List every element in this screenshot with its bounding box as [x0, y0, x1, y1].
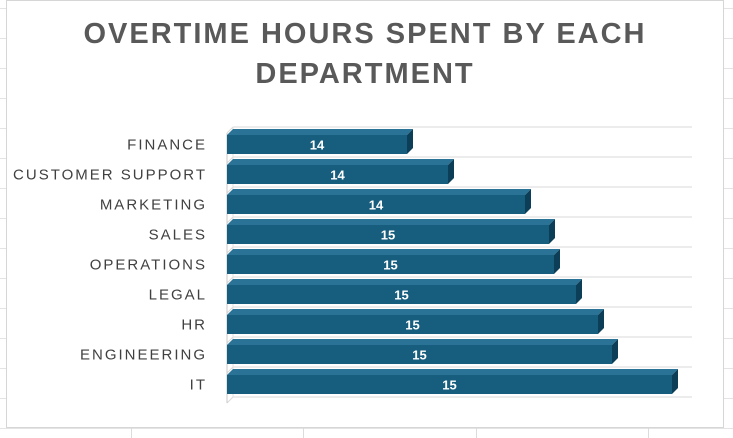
- category-label: MARKETING: [100, 197, 207, 214]
- bar-front-face: [227, 135, 407, 154]
- gridline-depth: [226, 246, 234, 254]
- bar-top-face: [227, 159, 454, 165]
- data-label: 15: [405, 318, 419, 333]
- category-label: CUSTOMER SUPPORT: [13, 167, 207, 184]
- category-labels: FINANCE CUSTOMER SUPPORT MARKETING SALES OPE…: [13, 137, 207, 394]
- bar-customer-support[interactable]: 14: [227, 159, 454, 184]
- bar-top-face: [227, 219, 555, 225]
- chart-title-line-2: DEPARTMENT: [255, 58, 475, 90]
- bar-top-face: [227, 369, 678, 375]
- gridline-depth: [226, 156, 234, 164]
- data-label: 14: [330, 168, 345, 183]
- category-label: SALES: [149, 227, 207, 244]
- bar-front-face: [227, 345, 612, 364]
- bar-top-face: [227, 189, 531, 195]
- horizontal-gridlines: [226, 126, 692, 404]
- chart-title: OVERTIME HOURS SPENT BY EACH DEPARTMENT: [6, 14, 724, 94]
- bar-front-face: [227, 195, 525, 214]
- gridline-depth: [226, 336, 234, 344]
- gridline-depth: [226, 366, 234, 374]
- category-label: ENGINEERING: [80, 347, 207, 364]
- bar-end-face: [554, 249, 560, 274]
- gridline-depth: [226, 276, 234, 284]
- gridline-depth: [226, 186, 234, 194]
- spreadsheet-column-divider: [303, 428, 304, 438]
- data-label: 15: [442, 378, 456, 393]
- data-label: 14: [369, 198, 384, 213]
- bar-end-face: [549, 219, 555, 244]
- category-label: LEGAL: [149, 287, 207, 304]
- bar-front-face: [227, 315, 598, 334]
- bar-end-face: [612, 339, 618, 364]
- bar-top-face: [227, 129, 413, 135]
- bar-operations[interactable]: 15: [227, 249, 560, 274]
- bar-top-face: [227, 279, 582, 285]
- bar-hr[interactable]: 15: [227, 309, 604, 334]
- bar-sales[interactable]: 15: [227, 219, 555, 244]
- bar-marketing[interactable]: 14: [227, 189, 531, 214]
- bar-it[interactable]: 15: [227, 369, 678, 394]
- data-label: 15: [381, 228, 395, 243]
- bar-top-face: [227, 309, 604, 315]
- bar-top-face: [227, 249, 560, 255]
- data-label: 15: [394, 288, 408, 303]
- bar-front-face: [227, 165, 448, 184]
- gridline-depth: [226, 396, 234, 404]
- bar-front-face: [227, 255, 554, 274]
- bar-front-face: [227, 225, 549, 244]
- bar-end-face: [525, 189, 531, 214]
- bar-top-face: [227, 339, 618, 345]
- bar-end-face: [576, 279, 582, 304]
- bar-end-face: [448, 159, 454, 184]
- category-label: HR: [181, 317, 207, 334]
- chart-title-line-1: OVERTIME HOURS SPENT BY EACH: [83, 18, 647, 50]
- bar-end-face: [407, 129, 413, 154]
- data-label: 15: [383, 258, 397, 273]
- gridline-depth: [226, 306, 234, 314]
- bar-front-face: [227, 285, 576, 304]
- bar-end-face: [598, 309, 604, 334]
- spreadsheet-column-divider: [131, 428, 132, 438]
- bar-front-face: [227, 375, 672, 394]
- category-label: OPERATIONS: [90, 257, 207, 274]
- bar-end-face: [672, 369, 678, 394]
- spreadsheet-column-divider: [476, 428, 477, 438]
- spreadsheet-column-divider: [648, 428, 649, 438]
- data-label: 14: [310, 138, 325, 153]
- category-label: IT: [190, 377, 207, 394]
- bar-engineering[interactable]: 15: [227, 339, 618, 364]
- gridline-depth: [226, 126, 234, 134]
- bars-group: 14 14 14 15 15 15 15 15 15: [227, 129, 678, 394]
- data-label: 15: [412, 348, 426, 363]
- bar-legal[interactable]: 15: [227, 279, 582, 304]
- gridline-depth: [226, 216, 234, 224]
- category-label: FINANCE: [127, 137, 207, 154]
- bar-finance[interactable]: 14: [227, 129, 413, 154]
